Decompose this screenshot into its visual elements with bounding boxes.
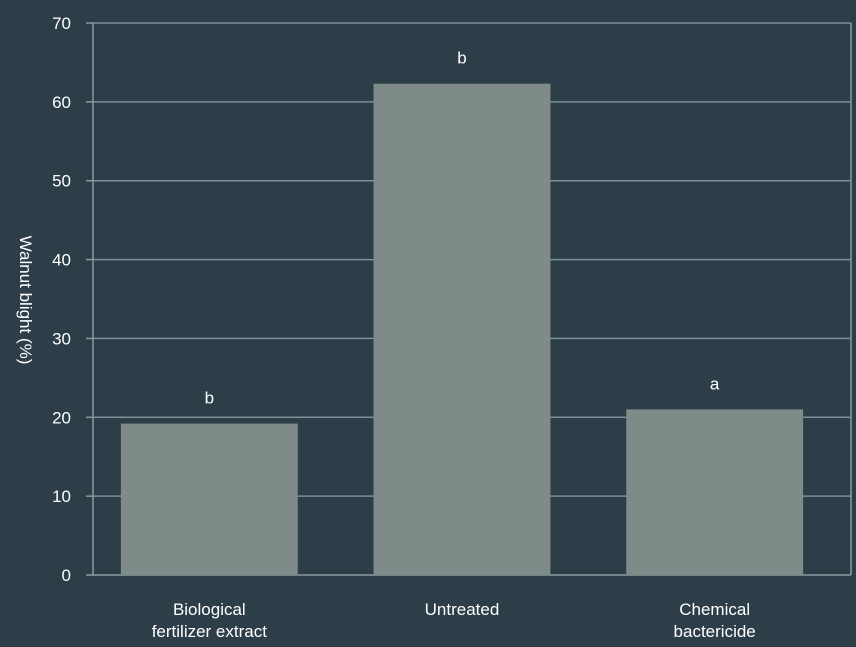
x-category-label: Chemical	[679, 600, 750, 619]
labels: 0 10 20 30 40 50 60 70 b Biological fertilizer ext…	[52, 14, 756, 641]
y-tick-label: 40	[52, 251, 71, 270]
bar	[120, 423, 298, 575]
bar	[373, 83, 551, 575]
y-tick-label: 60	[52, 93, 71, 112]
x-category-label: Untreated	[425, 600, 500, 619]
significance-label: a	[710, 374, 720, 393]
bars	[120, 83, 804, 575]
x-category-label: fertilizer extract	[152, 622, 268, 641]
y-tick-label: 10	[52, 487, 71, 506]
y-tick-label: 70	[52, 14, 71, 33]
significance-label: b	[457, 49, 466, 68]
significance-label: b	[205, 389, 214, 408]
x-category-label: bactericide	[674, 622, 756, 641]
y-tick-label: 20	[52, 408, 71, 427]
y-tick-label: 0	[62, 566, 71, 585]
bar	[626, 409, 804, 575]
y-axis-title: Walnut blight (%)	[16, 236, 35, 365]
y-tick-label: 30	[52, 329, 71, 348]
y-tick-label: 50	[52, 172, 71, 191]
x-category-label: Biological	[173, 600, 246, 619]
